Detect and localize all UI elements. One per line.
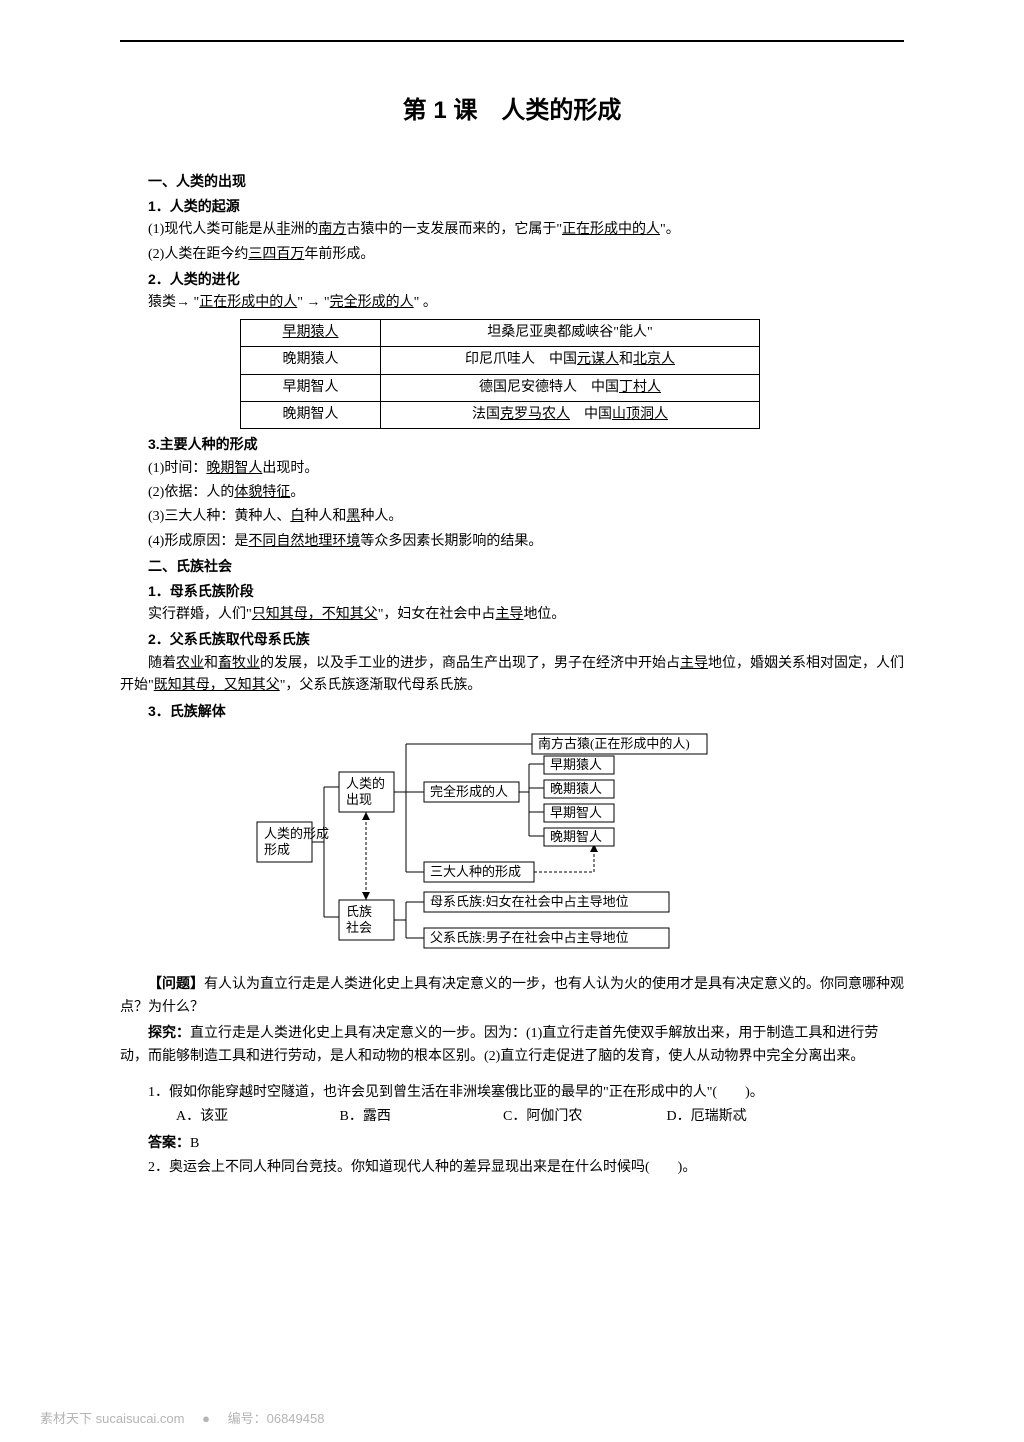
dot-icon: ● (202, 1411, 210, 1426)
answer-block: 探究：直立行走是人类进化史上具有决定意义的一步。因为：(1)直立行走首先使双手解… (120, 1021, 904, 1068)
concept-diagram: 人类的形成 形成 人类的 出现 氏族 社会 南方古 (120, 732, 904, 960)
node: 父系氏族:男子在社会中占主导地位 (430, 930, 629, 945)
footer-site: 素材天下 sucaisucai.com (40, 1411, 184, 1426)
watermark-footer: 素材天下 sucaisucai.com ● 编号：06849458 (0, 1409, 1024, 1430)
svg-text:出现: 出现 (346, 792, 372, 807)
document-page: 第 1 课 人类的形成 一、人类的出现 1．人类的起源 (1)现代人类可能是从非… (0, 0, 1024, 1442)
node: 晚期猿人 (550, 781, 602, 796)
subheading: 1．母系氏族阶段 (120, 580, 904, 602)
section-heading: 一、人类的出现 (120, 170, 904, 192)
exercise-q2: 2．奥运会上不同人种同台竞技。你知道现代人种的差异显现出来是在什么时候吗( )。 (120, 1157, 904, 1179)
node: 母系氏族:妇女在社会中占主导地位 (430, 894, 629, 909)
node: 完全形成的人 (430, 784, 508, 799)
footer-id-label: 编号： (228, 1411, 267, 1426)
top-rule (120, 40, 904, 42)
node: 晚期智人 (550, 829, 602, 844)
paragraph: 随着农业和畜牧业的发展，以及手工业的进步，商品生产出现了，男子在经济中开始占主导… (120, 653, 904, 698)
node-root: 人类的形成 (264, 826, 329, 841)
exercise-answer: 答案：B (120, 1131, 904, 1155)
svg-text:人类的: 人类的 (346, 776, 385, 791)
paragraph: (3)三大人种：黄种人、白种人和黑种人。 (120, 506, 904, 528)
diagram-svg: 人类的形成 形成 人类的 出现 氏族 社会 南方古 (252, 732, 772, 952)
subheading: 2．人类的进化 (120, 268, 904, 290)
node: 早期智人 (550, 805, 602, 820)
subheading: 1．人类的起源 (120, 195, 904, 217)
table-row: 晚期智人 法国克罗马农人 中国山顶洞人 (241, 401, 760, 428)
subheading: 3．氏族解体 (120, 700, 904, 722)
footer-id: 06849458 (267, 1411, 325, 1426)
subheading: 2．父系氏族取代母系氏族 (120, 628, 904, 650)
paragraph: (2)依据：人的体貌特征。 (120, 482, 904, 504)
node: 三大人种的形成 (430, 864, 521, 879)
content-body: 一、人类的出现 1．人类的起源 (1)现代人类可能是从非洲的南方古猿中的一支发展… (120, 170, 904, 1179)
exercise-options: A．该亚 B．露西 C．阿伽门农 D．厄瑞斯忒 (120, 1106, 904, 1128)
evolution-table: 早期猿人 坦桑尼亚奥都威峡谷"能人" 晚期猿人 印尼爪哇人 中国元谋人和北京人 … (240, 319, 760, 430)
question-block: 【问题】有人认为直立行走是人类进化史上具有决定意义的一步，也有人认为火的使用才是… (120, 972, 904, 1019)
paragraph: 猿类→ "正在形成中的人" → "完全形成的人" 。 (120, 292, 904, 314)
paragraph: (1)现代人类可能是从非洲的南方古猿中的一支发展而来的，它属于"正在形成中的人"… (120, 219, 904, 241)
page-title: 第 1 课 人类的形成 (120, 92, 904, 130)
node: 南方古猿(正在形成中的人) (538, 736, 690, 751)
subheading: 3.主要人种的形成 (120, 433, 904, 455)
exercise-q1: 1．假如你能穿越时空隧道，也许会见到曾生活在非洲埃塞俄比亚的最早的"正在形成中的… (120, 1082, 904, 1104)
svg-text:氏族: 氏族 (346, 904, 372, 919)
table-row: 早期智人 德国尼安德特人 中国丁村人 (241, 374, 760, 401)
table-row: 晚期猿人 印尼爪哇人 中国元谋人和北京人 (241, 347, 760, 374)
paragraph: 实行群婚，人们"只知其母，不知其父"，妇女在社会中占主导地位。 (120, 604, 904, 626)
svg-text:形成: 形成 (264, 842, 290, 857)
table-row: 早期猿人 坦桑尼亚奥都威峡谷"能人" (241, 319, 760, 346)
paragraph: (2)人类在距今约三四百万年前形成。 (120, 244, 904, 266)
paragraph: (1)时间：晚期智人出现时。 (120, 458, 904, 480)
svg-text:社会: 社会 (346, 920, 372, 935)
node: 早期猿人 (550, 757, 602, 772)
section-heading: 二、氏族社会 (120, 555, 904, 577)
paragraph: (4)形成原因：是不同自然地理环境等众多因素长期影响的结果。 (120, 531, 904, 553)
